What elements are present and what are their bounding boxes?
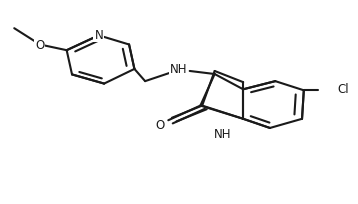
Text: NH: NH	[214, 127, 231, 140]
Text: O: O	[156, 118, 165, 131]
Text: NH: NH	[170, 63, 187, 76]
Text: N: N	[95, 29, 103, 42]
Text: Cl: Cl	[338, 83, 349, 96]
Text: O: O	[35, 39, 44, 52]
